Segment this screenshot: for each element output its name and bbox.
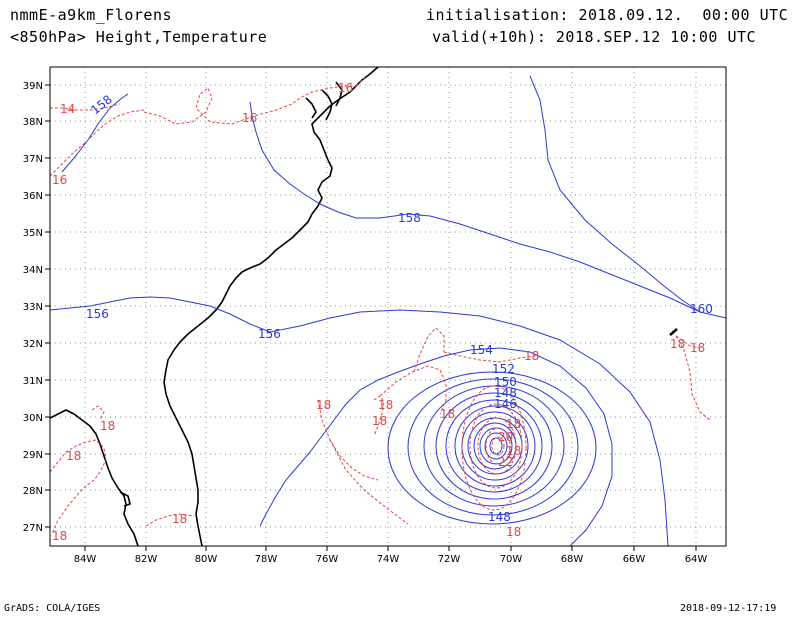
lon-label: 84W <box>74 554 97 565</box>
height-labels: 158 158 156 156 160 154 152 150 148 146 … <box>86 92 713 524</box>
temp-label: 20 <box>498 430 513 444</box>
temp-label: 18 <box>316 398 331 412</box>
lat-label: 28N <box>23 486 43 497</box>
lon-label: 82W <box>135 554 158 565</box>
height-label: 156 <box>258 327 281 341</box>
lon-label: 64W <box>685 554 708 565</box>
lon-labels: 84W 82W 80W 78W 76W 74W 72W 70W 68W 66W … <box>74 554 708 565</box>
temp-label: 16 <box>52 173 67 187</box>
temp-label: 18 <box>378 398 393 412</box>
lon-label: 74W <box>377 554 400 565</box>
lat-label: 29N <box>23 450 43 461</box>
lat-label: 30N <box>23 413 43 424</box>
temp-label: 18 <box>524 349 539 363</box>
axis-ticks <box>45 84 697 551</box>
lat-label: 31N <box>23 376 43 387</box>
lat-label: 33N <box>23 302 43 313</box>
lon-label: 70W <box>500 554 523 565</box>
height-label: 146 <box>494 397 517 411</box>
temp-label: 18 <box>172 512 187 526</box>
lat-label: 39N <box>23 81 43 92</box>
temp-label: 18 <box>100 419 115 433</box>
grid <box>50 67 726 546</box>
temp-label: 18 <box>670 337 685 351</box>
lon-label: 76W <box>316 554 339 565</box>
temp-label: 16 <box>338 81 353 95</box>
init-time: initialisation: 2018.09.12. 00:00 UTC <box>426 6 789 24</box>
lat-label: 27N <box>23 523 43 534</box>
lat-labels: 39N 38N 37N 36N 35N 34N 33N 32N 31N 30N … <box>23 81 43 534</box>
height-label: 160 <box>690 302 713 316</box>
height-label: 158 <box>398 211 421 225</box>
footer-credit: GrADS: COLA/IGES <box>4 603 101 614</box>
height-label: 156 <box>86 307 109 321</box>
height-label: 152 <box>492 362 515 376</box>
height-contours <box>50 75 726 546</box>
field-title: <850hPa> Height,Temperature <box>10 28 268 46</box>
temp-label: 18 <box>440 407 455 421</box>
temp-label: 18 <box>52 529 67 543</box>
lat-label: 38N <box>23 117 43 128</box>
temp-label: 18 <box>66 449 81 463</box>
lat-label: 32N <box>23 339 43 350</box>
lat-label: 35N <box>23 228 43 239</box>
height-label: 148 <box>494 386 517 400</box>
lat-label: 37N <box>23 154 43 165</box>
lon-label: 78W <box>255 554 278 565</box>
coastline <box>50 67 678 546</box>
temp-label: 18 <box>372 414 387 428</box>
temp-label: 18 <box>506 444 521 458</box>
lon-label: 66W <box>623 554 646 565</box>
model-title: nmmE-a9km_Florens <box>10 6 173 24</box>
height-label: 150 <box>494 375 517 389</box>
lon-label: 72W <box>438 554 461 565</box>
valid-time: valid(+10h): 2018.SEP.12 10:00 UTC <box>432 28 757 46</box>
map-frame <box>49 66 727 547</box>
temp-label: 16 <box>242 111 257 125</box>
temp-label: 18 <box>506 525 521 539</box>
temperature-contours <box>50 75 711 535</box>
lat-label: 34N <box>23 265 43 276</box>
lon-label: 68W <box>561 554 584 565</box>
temp-label: 18 <box>506 417 521 431</box>
temperature-labels: 14 16 16 16 18 18 18 18 18 18 18 18 18 1… <box>52 81 705 543</box>
temp-label: 14 <box>60 102 75 116</box>
temp-label: 18 <box>690 341 705 355</box>
temp-label: 22 <box>498 455 513 469</box>
height-label: 154 <box>470 343 493 357</box>
footer-timestamp: 2018-09-12-17:19 <box>680 603 777 614</box>
lon-label: 80W <box>195 554 218 565</box>
lat-label: 36N <box>23 191 43 202</box>
height-label: 158 <box>88 92 115 117</box>
height-label: 148 <box>488 510 511 524</box>
